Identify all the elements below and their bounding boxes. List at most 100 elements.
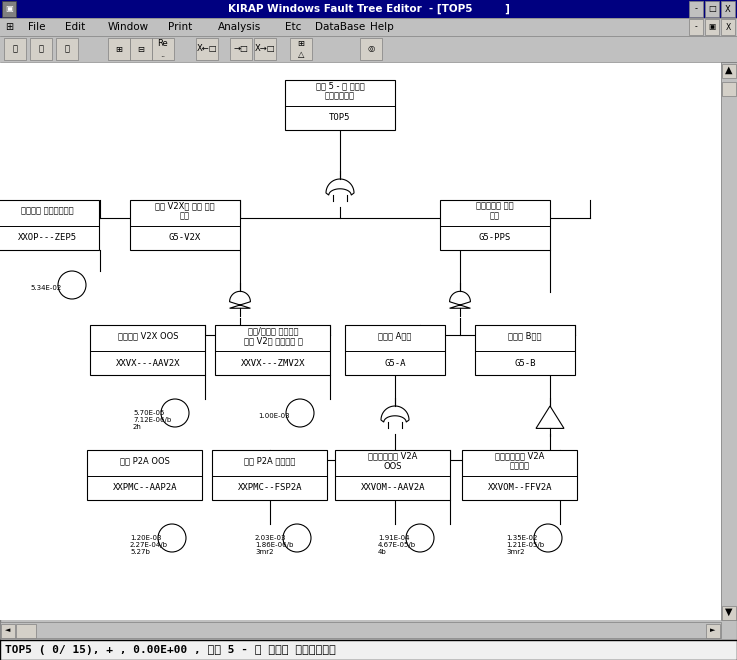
Text: 1.91E-04
4.67E-05/b
4b: 1.91E-04 4.67E-05/b 4b [378,535,416,555]
Bar [152,38,174,60]
Text: Print: Print [168,22,192,32]
Text: ►: ► [710,627,716,633]
Text: KIRAP Windows Fault Tree Editor  - [TOP5         ]: KIRAP Windows Fault Tree Editor - [TOP5 … [228,4,509,14]
Text: ▼: ▼ [725,607,733,617]
Text: 💾: 💾 [38,44,43,53]
Bar [721,19,735,35]
Text: 🖨: 🖨 [65,44,69,53]
Text: ▲: ▲ [725,65,733,75]
Text: 트레인 A실재: 트레인 A실재 [378,331,412,341]
Text: 1.20E-03
2.27E-04/b
5.27b: 1.20E-03 2.27E-04/b 5.27b [130,535,168,555]
Bar [722,82,736,96]
Bar [705,19,719,35]
Bar [30,38,52,60]
Text: File: File [28,22,46,32]
Text: XXPMC--AAP2A: XXPMC--AAP2A [113,484,178,492]
Bar [689,19,703,35]
Bar [721,62,737,620]
Bar [16,624,36,638]
Text: 펜프로부터 유량
덕승: 펜프로부터 유량 덕승 [476,201,514,220]
Bar [290,38,312,60]
Text: ⊟: ⊟ [138,44,144,53]
Text: 5.70E-05
7.12E-06/b
2h: 5.70E-05 7.12E-06/b 2h [133,410,171,430]
Bar [196,38,218,60]
Text: XXOP---ZEP5: XXOP---ZEP5 [18,234,77,242]
Text: DataBase: DataBase [315,22,366,32]
Polygon shape [230,291,251,308]
Bar [56,38,78,60]
Text: XXVX---ZMV2X: XXVX---ZMV2X [241,358,305,368]
Bar [440,200,550,250]
Bar [88,450,203,500]
Circle shape [283,524,311,552]
Circle shape [158,524,186,552]
Text: ◎: ◎ [367,44,374,53]
Text: ◄: ◄ [5,627,11,633]
Polygon shape [381,406,409,422]
Bar [254,38,276,60]
Text: 📂: 📂 [13,44,18,53]
Text: Help: Help [370,22,394,32]
Text: ⊞: ⊞ [116,44,122,53]
Text: 5.34E-02: 5.34E-02 [30,285,61,291]
Text: ⊞: ⊞ [5,22,13,32]
Bar [689,1,703,17]
Bar [722,64,736,78]
Bar [705,1,719,17]
Text: XXPMC--FSP2A: XXPMC--FSP2A [238,484,302,492]
Circle shape [58,271,86,299]
Text: Window: Window [108,22,149,32]
Bar [345,325,445,375]
Text: X→□: X→□ [255,44,276,53]
Bar [4,38,26,60]
Bar [2,19,16,35]
Bar [215,325,330,375]
Bar [0,36,737,62]
Circle shape [161,399,189,427]
Text: XXVX---AAV2X: XXVX---AAV2X [116,358,181,368]
Bar [108,38,130,60]
Bar [91,325,206,375]
Text: G5-A: G5-A [384,358,406,368]
Bar [722,606,736,620]
Bar [721,1,735,17]
Text: X←□: X←□ [197,44,217,53]
Bar [130,200,240,250]
Bar [230,38,252,60]
Text: Re
..: Re .. [158,40,168,59]
Text: ⊞
△: ⊞ △ [298,40,304,59]
Polygon shape [450,291,470,308]
Text: 예제 5 - 두 트레인
작동실패확률: 예제 5 - 두 트레인 작동실패확률 [315,81,364,101]
Text: 시험/보수후 운전마이
태브 V2를 광그려도 등: 시험/보수후 운전마이 태브 V2를 광그려도 등 [243,326,302,346]
Text: TOP5: TOP5 [329,114,351,123]
Bar [463,450,578,500]
Text: ▣: ▣ [5,5,13,13]
Text: -: - [694,5,697,13]
Bar [2,1,16,17]
Bar [706,624,720,638]
Bar [0,0,737,18]
Text: 동력구동태브 V2A
OOS: 동력구동태브 V2A OOS [368,451,418,471]
Text: 1.35E-02
1.21E-05/b
3mr2: 1.35E-02 1.21E-05/b 3mr2 [506,535,544,555]
Bar [335,450,450,500]
Bar [0,622,721,638]
Polygon shape [326,179,354,195]
Text: Edit: Edit [65,22,85,32]
Text: G5-PPS: G5-PPS [479,234,511,242]
Bar [0,640,737,660]
Polygon shape [536,406,564,428]
Text: 펙프 P2A 기동실재: 펙프 P2A 기동실재 [244,457,296,465]
Text: G5-B: G5-B [514,358,536,368]
Text: Analysis: Analysis [218,22,261,32]
Text: X: X [725,5,731,13]
Text: -: - [695,22,697,32]
Text: 2.03E-03
1.86E-06/b
3mr2: 2.03E-03 1.86E-06/b 3mr2 [255,535,293,555]
Bar [0,18,737,36]
Bar [475,325,575,375]
Text: TOP5 ( 0/ 15), + , 0.00E+00 , 예제 5 - 두 트레인 작동실패확률: TOP5 ( 0/ 15), + , 0.00E+00 , 예제 5 - 두 트… [5,645,336,655]
Bar [0,62,721,620]
Text: ▣: ▣ [708,22,716,32]
Text: 트레인 B실재: 트레인 B실재 [509,331,542,341]
Bar [130,38,152,60]
Text: 동력구동태브 V2A
작동안녓: 동력구동태브 V2A 작동안녓 [495,451,545,471]
